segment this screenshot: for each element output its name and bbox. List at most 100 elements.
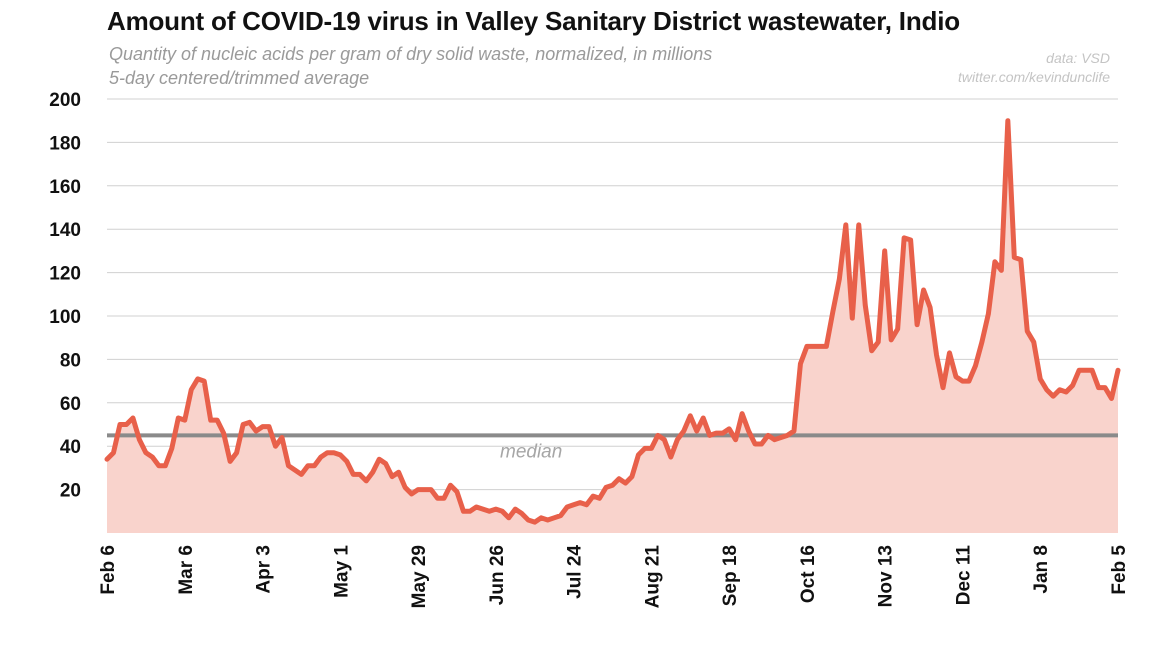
data-point	[935, 353, 938, 357]
data-point	[215, 418, 219, 422]
data-point	[209, 418, 212, 422]
data-point	[902, 236, 906, 240]
y-tick-label: 100	[49, 307, 81, 328]
data-point	[1116, 369, 1120, 372]
area-fill	[107, 120, 1118, 533]
x-tick-label: Mar 6	[176, 545, 197, 595]
data-point	[702, 416, 705, 420]
data-point	[948, 351, 951, 355]
data-point	[760, 442, 763, 446]
data-point	[578, 501, 582, 504]
data-point	[267, 425, 271, 428]
data-point	[559, 514, 562, 517]
x-tick-label: Aug 21	[642, 545, 663, 609]
x-tick-label: Feb 5	[1109, 545, 1130, 595]
data-point	[993, 260, 997, 263]
data-point	[1019, 258, 1022, 261]
median-layer: median	[107, 433, 1118, 462]
data-point	[403, 486, 407, 489]
data-point	[313, 464, 316, 467]
data-point	[1097, 386, 1100, 389]
x-axis: Feb 6 Mar 6 Apr 3 May 1 May 29 Jun 26 Jul 24 Au…	[98, 545, 1130, 609]
data-point	[144, 451, 148, 454]
data-point	[624, 481, 627, 485]
data-point	[1110, 397, 1113, 400]
data-point	[1071, 384, 1074, 387]
data-point	[157, 464, 161, 467]
data-point	[643, 447, 647, 450]
data-point	[1039, 377, 1042, 381]
data-point	[714, 431, 718, 435]
data-point	[546, 518, 549, 522]
data-point	[520, 512, 523, 515]
data-point	[572, 503, 575, 506]
data-point	[766, 434, 770, 437]
data-point	[300, 473, 303, 476]
data-point	[663, 438, 666, 441]
data-point	[203, 379, 206, 383]
data-point	[974, 364, 977, 368]
data-point	[494, 507, 498, 511]
data-point	[261, 425, 264, 428]
x-tick-label: Jan 8	[1031, 545, 1052, 594]
x-tick-label: Nov 13	[876, 545, 897, 607]
data-point	[429, 488, 433, 491]
data-point	[857, 223, 860, 227]
data-point	[844, 223, 848, 227]
x-tick-label: Dec 11	[953, 545, 974, 606]
data-point	[449, 484, 452, 487]
data-point	[384, 462, 387, 465]
data-point	[138, 438, 141, 441]
data-point	[650, 447, 653, 450]
data-point	[442, 497, 446, 500]
data-point	[1000, 269, 1003, 272]
data-point	[967, 379, 971, 383]
data-point	[235, 451, 238, 454]
data-point	[838, 277, 841, 281]
data-point	[870, 349, 873, 352]
data-point	[177, 416, 180, 420]
y-tick-label: 80	[60, 350, 81, 371]
data-point	[915, 323, 919, 326]
data-point	[507, 516, 511, 520]
data-point	[488, 510, 491, 513]
x-tick-label: May 1	[331, 545, 352, 598]
data-source-credit: data: VSD	[1046, 50, 1110, 66]
data-point	[501, 510, 504, 513]
data-point	[151, 455, 154, 459]
data-point	[585, 503, 588, 506]
data-point	[1026, 329, 1029, 333]
data-point	[118, 423, 122, 426]
line-layer	[104, 118, 1121, 525]
data-point	[183, 418, 186, 422]
data-point	[825, 345, 828, 348]
data-point	[591, 494, 595, 498]
data-point	[1051, 395, 1055, 398]
y-tick-label: 60	[60, 394, 81, 415]
data-point	[1084, 369, 1087, 372]
data-point	[527, 518, 530, 522]
data-point	[980, 340, 984, 344]
chart-subtitle-line-2: 5-day centered/trimmed average	[109, 68, 370, 88]
data-point	[241, 423, 245, 426]
data-point	[397, 471, 400, 474]
y-tick-label: 180	[49, 133, 81, 154]
x-tick-label: Oct 16	[798, 545, 819, 603]
y-tick-label: 40	[60, 437, 81, 458]
data-point	[125, 423, 128, 426]
x-tick-label: Apr 3	[254, 545, 275, 594]
data-point	[831, 310, 835, 313]
data-point	[514, 507, 517, 511]
y-tick-label: 200	[49, 90, 81, 111]
data-point	[941, 386, 945, 389]
data-point	[326, 451, 329, 454]
data-point	[1032, 340, 1035, 344]
y-axis: 20 40 60 80 100 120 140 160 180 200	[49, 90, 81, 502]
data-point	[805, 345, 809, 348]
data-point	[695, 429, 698, 433]
data-point	[779, 436, 783, 439]
data-point	[1064, 390, 1068, 394]
x-tick-label: Jun 26	[487, 545, 508, 605]
data-point	[287, 464, 290, 467]
data-point	[1006, 119, 1010, 122]
